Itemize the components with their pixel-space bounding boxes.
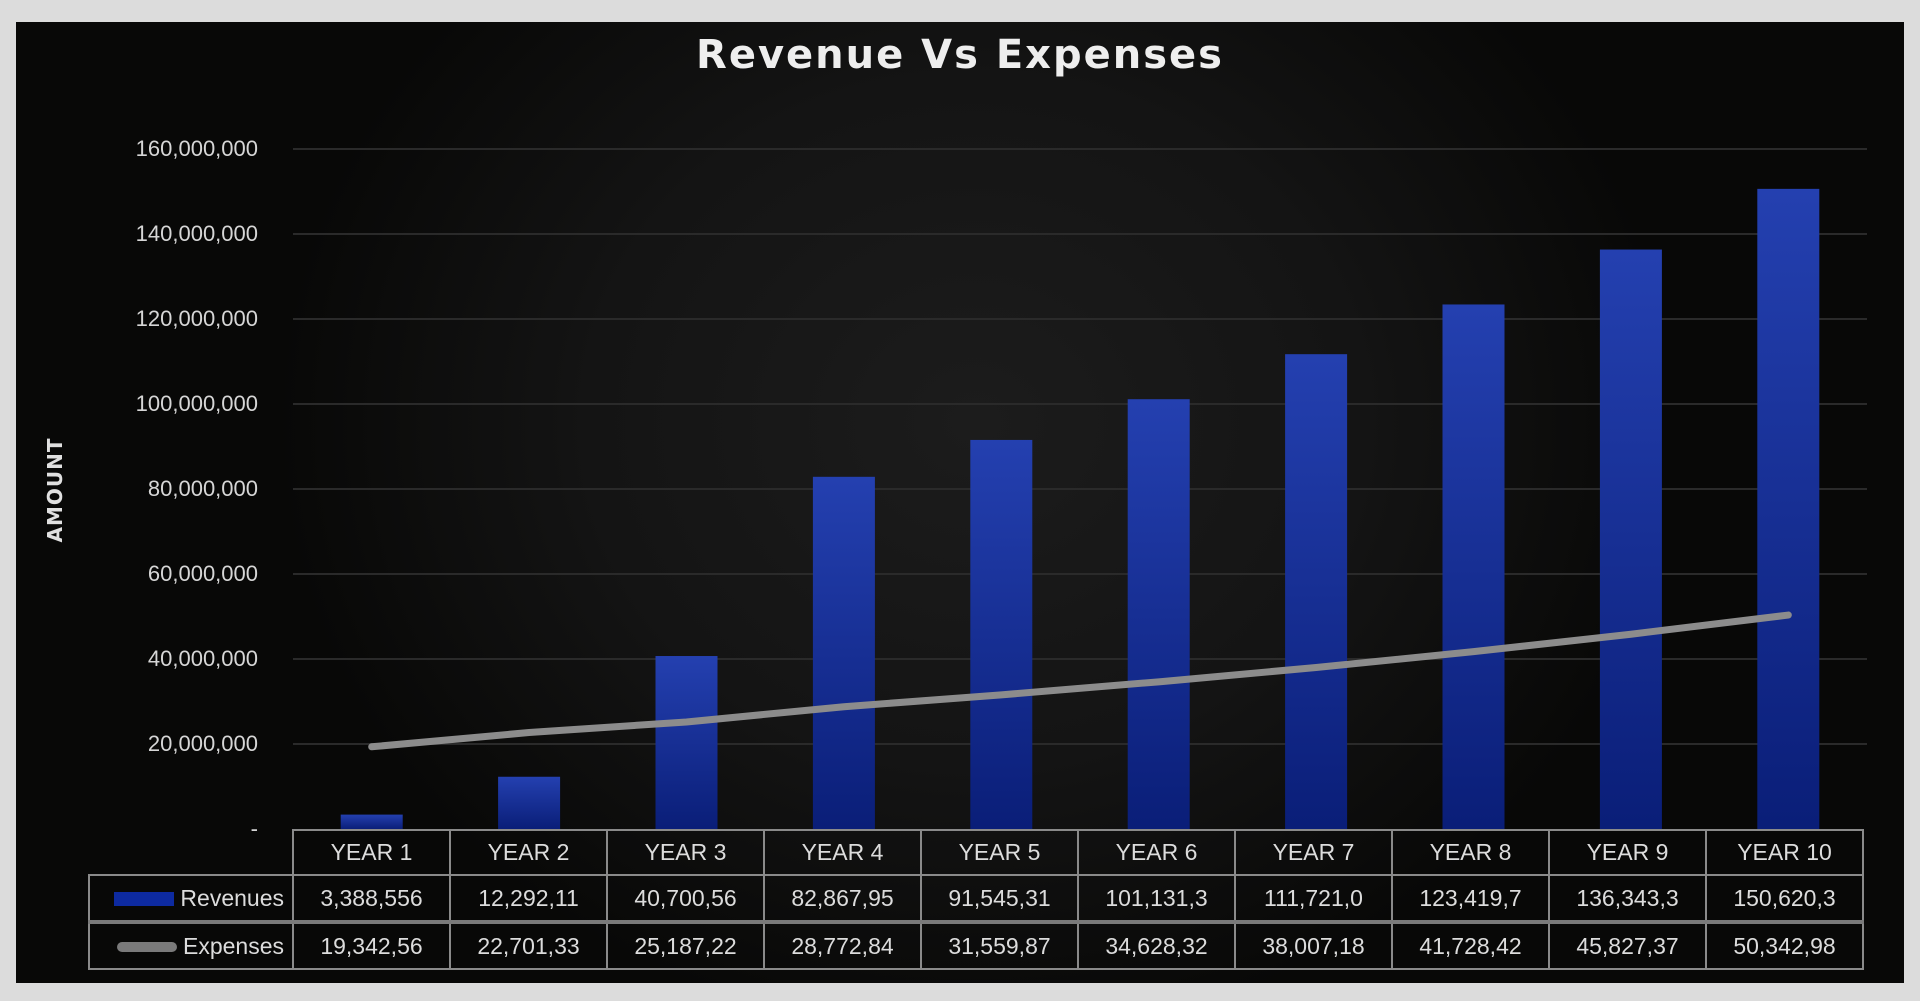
chart-area — [16, 22, 1904, 983]
y-tick-label: - — [250, 816, 258, 841]
revenue-bar — [1599, 249, 1662, 830]
revenue-bar — [970, 439, 1033, 829]
revenue-bars — [340, 188, 1820, 830]
y-tick-label: 160,000,000 — [135, 136, 258, 161]
expense-line-path — [368, 611, 1792, 751]
table-header-cell: YEAR 1 — [292, 829, 451, 876]
table-header-cell: YEAR 7 — [1234, 829, 1393, 876]
table-cell-revenue: 91,545,31 — [920, 874, 1079, 924]
y-tick-label: 40,000,000 — [147, 646, 258, 671]
revenue-legend-key-icon — [114, 892, 175, 907]
revenue-bar — [1127, 399, 1190, 829]
y-tick-label: 100,000,000 — [135, 391, 258, 416]
table-cell-revenue: 82,867,95 — [763, 874, 922, 924]
table-header-cell: YEAR 3 — [606, 829, 765, 876]
revenue-bar — [1442, 304, 1505, 829]
table-cell-revenue: 136,343,3 — [1548, 874, 1707, 924]
table-header-cell: YEAR 6 — [1077, 829, 1236, 876]
table-cell-revenue: 101,131,3 — [1077, 874, 1236, 924]
table-header-cell: YEAR 8 — [1391, 829, 1550, 876]
y-tick-label: 60,000,000 — [147, 561, 258, 586]
table-cell-expense: 34,628,32 — [1077, 921, 1236, 970]
expense-line — [368, 611, 1792, 751]
y-tick-label: 80,000,000 — [147, 476, 258, 501]
table-cell-expense: 38,007,18 — [1234, 921, 1393, 970]
table-cell-expense: 50,342,98 — [1705, 921, 1864, 970]
table-cell-revenue: 123,419,7 — [1391, 874, 1550, 924]
table-cell-revenue: 3,388,556 — [292, 874, 451, 924]
table-cell-expense: 19,342,56 — [292, 921, 451, 970]
table-cell-expense: 25,187,22 — [606, 921, 765, 970]
data-table: YEAR 1 YEAR 2 YEAR 3 YEAR 4 YEAR 5 YEAR 6 YEAR… — [88, 829, 1864, 970]
legend-revenues: Revenues — [88, 874, 294, 924]
revenue-bar — [1285, 354, 1348, 829]
expense-legend-key-icon — [116, 942, 177, 953]
revenue-bar — [655, 656, 718, 829]
table-cell-expense: 28,772,84 — [763, 921, 922, 970]
table-header-cell: YEAR 2 — [449, 829, 608, 876]
table-cell-expense: 41,728,42 — [1391, 921, 1550, 970]
legend-expenses: Expenses — [88, 921, 294, 970]
table-header-cell: YEAR 4 — [763, 829, 922, 876]
table-header-cell: YEAR 9 — [1548, 829, 1707, 876]
table-cell-expense: 45,827,37 — [1548, 921, 1707, 970]
revenue-bar — [1757, 188, 1820, 830]
table-cell-expense: 31,559,87 — [920, 921, 1079, 970]
table-row-revenues: Revenues 3,388,556 12,292,11 40,700,56 82,8… — [88, 874, 1864, 924]
table-header-cell: YEAR 10 — [1705, 829, 1864, 876]
table-cell-revenue: 150,620,3 — [1705, 874, 1864, 924]
table-row-expenses: Expenses 19,342,56 22,701,33 25,187,22 28,7… — [88, 921, 1864, 970]
y-tick-label: 140,000,000 — [135, 221, 258, 246]
revenue-bar — [498, 776, 561, 829]
table-header-row: YEAR 1 YEAR 2 YEAR 3 YEAR 4 YEAR 5 YEAR 6 YEAR… — [89, 829, 1864, 876]
chart-title: Revenue Vs Expenses — [696, 32, 1224, 78]
table-cell-revenue: 40,700,56 — [606, 874, 765, 924]
revenue-bar — [340, 814, 403, 829]
table-cell-revenue: 111,721,0 — [1234, 874, 1393, 924]
y-tick-label: 20,000,000 — [147, 731, 258, 756]
table-cell-expense: 22,701,33 — [449, 921, 608, 970]
revenue-bar — [812, 476, 875, 829]
table-cell-revenue: 12,292,11 — [449, 874, 608, 924]
table-header-cell: YEAR 5 — [920, 829, 1079, 876]
y-tick-label: 120,000,000 — [135, 306, 258, 331]
table-corner — [89, 830, 294, 876]
